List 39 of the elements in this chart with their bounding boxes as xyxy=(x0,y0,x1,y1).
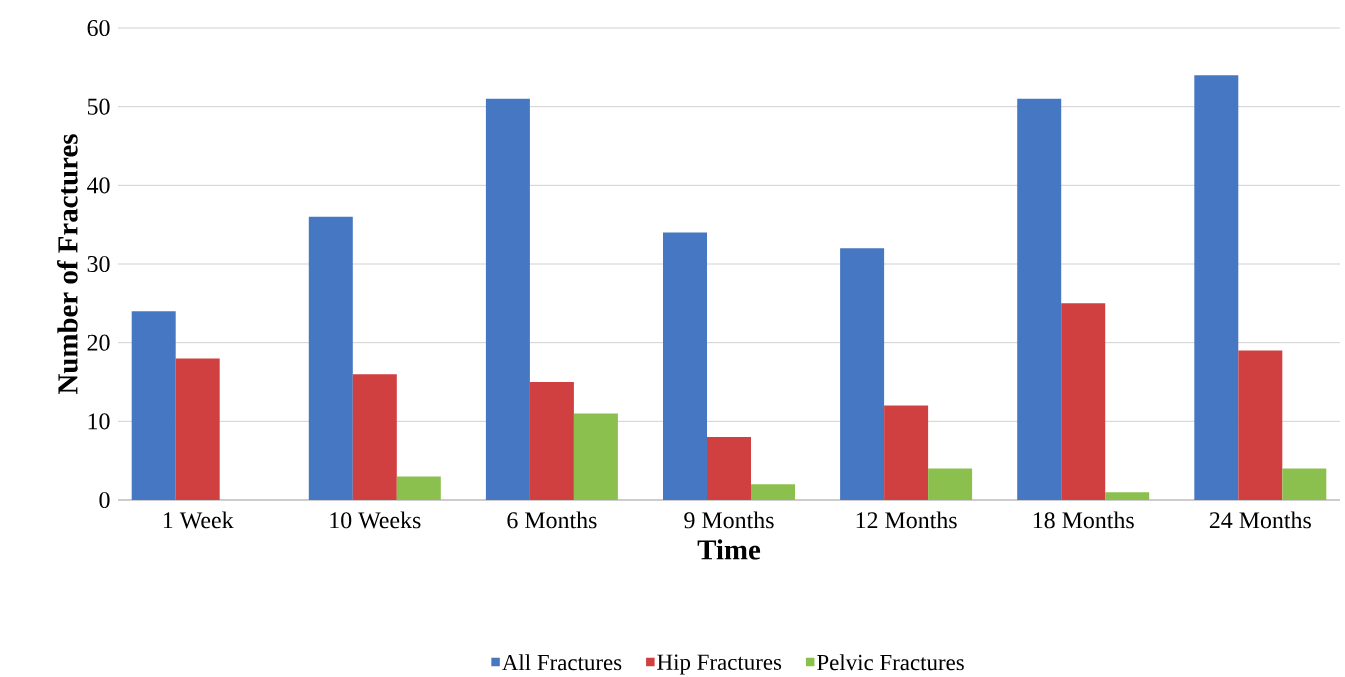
y-axis-title: Number of Fractures xyxy=(57,134,78,394)
y-tick-label: 0 xyxy=(99,491,110,509)
bar xyxy=(529,382,574,500)
x-tick-label: 1 Week xyxy=(163,511,234,529)
bar xyxy=(928,468,973,500)
bar xyxy=(840,248,885,500)
legend-label: Pelvic Fractures xyxy=(817,654,964,671)
bar xyxy=(131,311,176,500)
bar xyxy=(884,405,929,500)
bar xyxy=(396,476,441,500)
x-tick-label: 18 Months xyxy=(1033,511,1134,529)
bar xyxy=(1194,75,1239,500)
y-tick-label: 40 xyxy=(87,177,110,194)
x-axis-title: Time xyxy=(697,539,761,560)
bar xyxy=(1105,492,1150,500)
bar xyxy=(352,374,397,500)
y-tick-label: 50 xyxy=(87,98,110,115)
bar xyxy=(308,216,353,500)
x-tick-label: 24 Months xyxy=(1209,511,1311,529)
bar xyxy=(175,358,220,500)
x-tick-label: 10 Weeks xyxy=(330,511,421,529)
bar xyxy=(1238,350,1283,500)
y-tick-label: 10 xyxy=(88,413,110,430)
bar xyxy=(573,413,618,500)
legend-label: Hip Fractures xyxy=(657,654,782,675)
y-tick-label: 60 xyxy=(87,19,110,37)
x-tick-label: 12 Months xyxy=(856,511,957,529)
bar xyxy=(707,437,751,500)
x-tick-label: 9 Months xyxy=(684,511,774,529)
bar xyxy=(1061,303,1106,500)
bar xyxy=(663,232,707,500)
bar xyxy=(1282,468,1327,500)
x-tick-label: 6 Months xyxy=(507,511,597,529)
y-tick-label: 20 xyxy=(87,334,110,351)
bar xyxy=(751,484,796,500)
y-tick-label: 30 xyxy=(87,255,110,273)
bar xyxy=(485,98,530,500)
bar xyxy=(1017,98,1062,500)
legend-label: All Fractures xyxy=(502,654,622,671)
